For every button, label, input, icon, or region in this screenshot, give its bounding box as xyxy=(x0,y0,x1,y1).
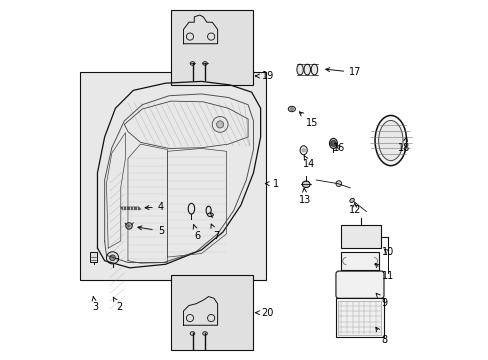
FancyBboxPatch shape xyxy=(171,275,253,350)
FancyBboxPatch shape xyxy=(335,271,383,298)
FancyBboxPatch shape xyxy=(338,301,381,335)
Ellipse shape xyxy=(287,106,295,112)
Ellipse shape xyxy=(190,62,194,65)
Ellipse shape xyxy=(310,64,317,75)
Text: 17: 17 xyxy=(325,67,361,77)
Circle shape xyxy=(216,121,223,128)
Text: 13: 13 xyxy=(298,188,311,205)
Text: 5: 5 xyxy=(138,226,163,236)
Circle shape xyxy=(301,148,305,152)
Text: 10: 10 xyxy=(381,247,393,257)
Circle shape xyxy=(109,255,115,261)
Text: 4: 4 xyxy=(145,202,163,212)
Ellipse shape xyxy=(302,181,309,188)
FancyBboxPatch shape xyxy=(341,225,381,248)
Circle shape xyxy=(106,252,119,264)
Text: 20: 20 xyxy=(255,308,274,318)
Text: 1: 1 xyxy=(265,179,278,189)
Ellipse shape xyxy=(329,138,337,148)
Ellipse shape xyxy=(374,116,406,166)
Circle shape xyxy=(289,107,293,111)
Circle shape xyxy=(330,140,336,146)
Text: 8: 8 xyxy=(375,327,387,345)
Text: 15: 15 xyxy=(299,112,318,128)
Ellipse shape xyxy=(203,332,207,335)
FancyBboxPatch shape xyxy=(171,10,253,85)
FancyBboxPatch shape xyxy=(341,252,378,270)
Text: 19: 19 xyxy=(255,71,273,81)
FancyBboxPatch shape xyxy=(335,298,384,337)
Text: 6: 6 xyxy=(193,225,200,240)
Ellipse shape xyxy=(207,213,213,217)
Ellipse shape xyxy=(304,64,310,75)
Ellipse shape xyxy=(349,198,354,203)
Circle shape xyxy=(127,225,130,227)
Circle shape xyxy=(335,181,341,186)
Text: 12: 12 xyxy=(348,203,360,216)
Circle shape xyxy=(125,223,132,229)
FancyBboxPatch shape xyxy=(90,252,97,262)
Text: 9: 9 xyxy=(375,293,387,308)
Text: 14: 14 xyxy=(302,156,314,169)
Ellipse shape xyxy=(378,121,402,161)
Ellipse shape xyxy=(190,332,194,335)
FancyBboxPatch shape xyxy=(80,72,265,280)
Text: 16: 16 xyxy=(333,143,345,153)
Ellipse shape xyxy=(203,62,207,65)
Text: 18: 18 xyxy=(397,137,409,153)
Text: 11: 11 xyxy=(374,264,393,281)
Ellipse shape xyxy=(300,146,306,155)
Polygon shape xyxy=(121,207,140,210)
Text: 2: 2 xyxy=(113,297,122,312)
Text: 7: 7 xyxy=(210,224,219,240)
Ellipse shape xyxy=(296,64,303,75)
Text: 3: 3 xyxy=(92,297,98,312)
